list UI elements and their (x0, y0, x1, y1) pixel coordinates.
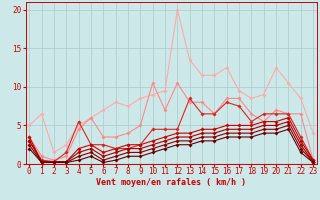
X-axis label: Vent moyen/en rafales ( km/h ): Vent moyen/en rafales ( km/h ) (96, 178, 246, 187)
